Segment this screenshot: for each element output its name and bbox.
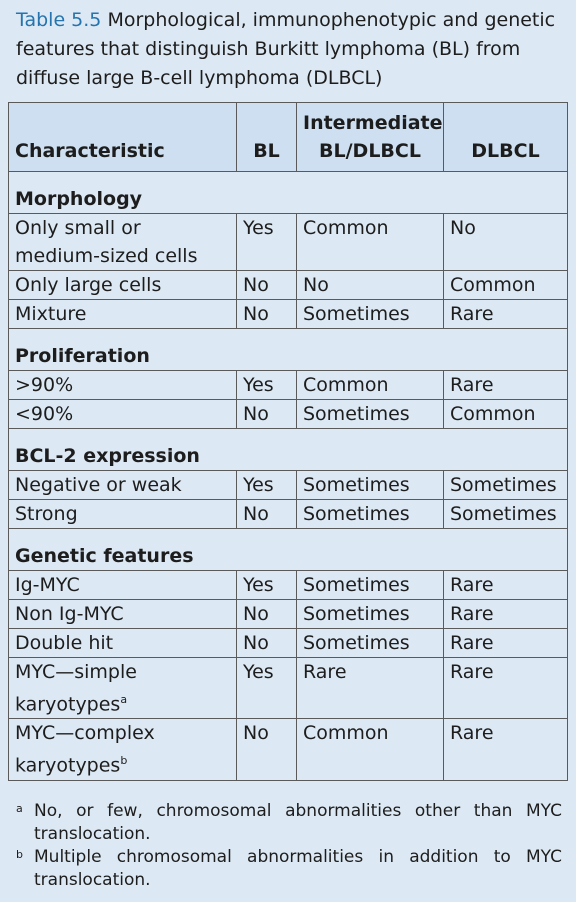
table-cell: No <box>443 213 568 271</box>
table-row: Negative or weak Yes Sometimes Sometimes <box>8 470 568 500</box>
caption: Table 5.5 Morphological, immunophenotypi… <box>16 6 564 93</box>
table-row: Ig-MYC Yes Sometimes Rare <box>8 570 568 600</box>
section-title: Morphology <box>8 171 568 214</box>
table-cell: Sometimes <box>443 499 568 529</box>
caption-label: Table 5.5 <box>16 9 102 31</box>
table-cell: Rare <box>443 570 568 600</box>
table-cell: Negative or weak <box>8 470 237 500</box>
table-cell: Rare <box>443 656 568 720</box>
header-row: Characteristic BL Intermediate BL/DLBCL DLB… <box>8 102 568 172</box>
table-cell: <90% <box>8 399 237 429</box>
table-cell: Common <box>296 370 444 400</box>
table-cell: Only large cells <box>8 270 237 300</box>
table-cell: No <box>236 270 297 300</box>
table-cell: Sometimes <box>296 570 444 600</box>
footnote-ref: b <box>120 754 128 768</box>
header-cell: BL <box>236 102 297 172</box>
table-cell: MYC—simple karyotypesa <box>8 656 237 720</box>
table-cell: No <box>236 399 297 429</box>
cell-text: MYC—simple karyotypes <box>15 661 137 716</box>
section-row: Proliferation <box>8 328 568 371</box>
table-cell: Ig-MYC <box>8 570 237 600</box>
footnote-mark: a <box>16 802 23 815</box>
table-cell: Rare <box>443 628 568 658</box>
caption-text: Morphological, immunophenotypic and gene… <box>16 9 556 89</box>
table-cell: Sometimes <box>296 299 444 329</box>
section-row: Genetic features <box>8 528 568 571</box>
table-cell: Only small or medium-sized cells <box>8 213 237 271</box>
table-cell: Common <box>443 399 568 429</box>
table-cell: Yes <box>236 656 297 720</box>
footnote-mark: b <box>16 848 23 861</box>
table-row: Double hit No Sometimes Rare <box>8 628 568 658</box>
table-cell: No <box>236 599 297 629</box>
table-row: MYC—simple karyotypesa Yes Rare Rare <box>8 656 568 720</box>
footnote: b Multiple chromosomal abnormalities in a… <box>16 846 562 892</box>
table-cell: No <box>236 628 297 658</box>
table-cell: Rare <box>443 599 568 629</box>
table-cell: Rare <box>443 718 568 781</box>
table-row: MYC—complex karyotypesb No Common Rare <box>8 718 568 781</box>
table-cell: No <box>296 270 444 300</box>
table-cell: Sometimes <box>296 470 444 500</box>
section-title: Genetic features <box>8 528 568 571</box>
table-cell: Non Ig-MYC <box>8 599 237 629</box>
footnotes: a No, or few, chromosomal abnormalities o… <box>16 800 562 892</box>
footnote-text: No, or few, chromosomal abnormalities ot… <box>34 801 562 844</box>
cell-text: MYC—complex karyotypes <box>15 722 155 777</box>
header-cell: DLBCL <box>443 102 568 172</box>
table-cell: Sometimes <box>296 399 444 429</box>
table-row: Mixture No Sometimes Rare <box>8 299 568 329</box>
table-row: <90% No Sometimes Common <box>8 399 568 429</box>
table-row: Only large cells No No Common <box>8 270 568 300</box>
table-row: Only small or medium-sized cells Yes Commo… <box>8 213 568 271</box>
table-cell: Mixture <box>8 299 237 329</box>
table-cell: Sometimes <box>296 499 444 529</box>
header-cell: Intermediate BL/DLBCL <box>296 102 444 172</box>
section-row: Morphology <box>8 171 568 214</box>
table-cell: No <box>236 299 297 329</box>
table-row: Strong No Sometimes Sometimes <box>8 499 568 529</box>
table-cell: Sometimes <box>296 628 444 658</box>
table-cell: Strong <box>8 499 237 529</box>
table-cell: Rare <box>443 299 568 329</box>
table-cell: No <box>236 718 297 781</box>
section-title: Proliferation <box>8 328 568 371</box>
footnote-ref: a <box>120 693 128 706</box>
table-cell: >90% <box>8 370 237 400</box>
table-cell: Double hit <box>8 628 237 658</box>
table-cell: Sometimes <box>443 470 568 500</box>
table-row: Non Ig-MYC No Sometimes Rare <box>8 599 568 629</box>
table-cell: Common <box>296 213 444 271</box>
table-cell: Rare <box>443 370 568 400</box>
table-cell: Rare <box>296 656 444 720</box>
table-body: Morphology Only small or medium-sized cel… <box>8 171 568 781</box>
table-cell: Yes <box>236 213 297 271</box>
table: Characteristic BL Intermediate BL/DLBCL DLB… <box>8 102 568 781</box>
footnote: a No, or few, chromosomal abnormalities o… <box>16 800 562 846</box>
table-cell: Yes <box>236 570 297 600</box>
header-cell: Characteristic <box>8 102 237 172</box>
table-row: >90% Yes Common Rare <box>8 370 568 400</box>
section-title: BCL-2 expression <box>8 428 568 471</box>
table-cell: Common <box>296 718 444 781</box>
table-cell: Yes <box>236 370 297 400</box>
table-cell: MYC—complex karyotypesb <box>8 718 237 781</box>
footnote-text: Multiple chromosomal abnormalities in ad… <box>34 847 562 890</box>
table-cell: No <box>236 499 297 529</box>
table-cell: Sometimes <box>296 599 444 629</box>
section-row: BCL-2 expression <box>8 428 568 471</box>
table-cell: Common <box>443 270 568 300</box>
table-cell: Yes <box>236 470 297 500</box>
